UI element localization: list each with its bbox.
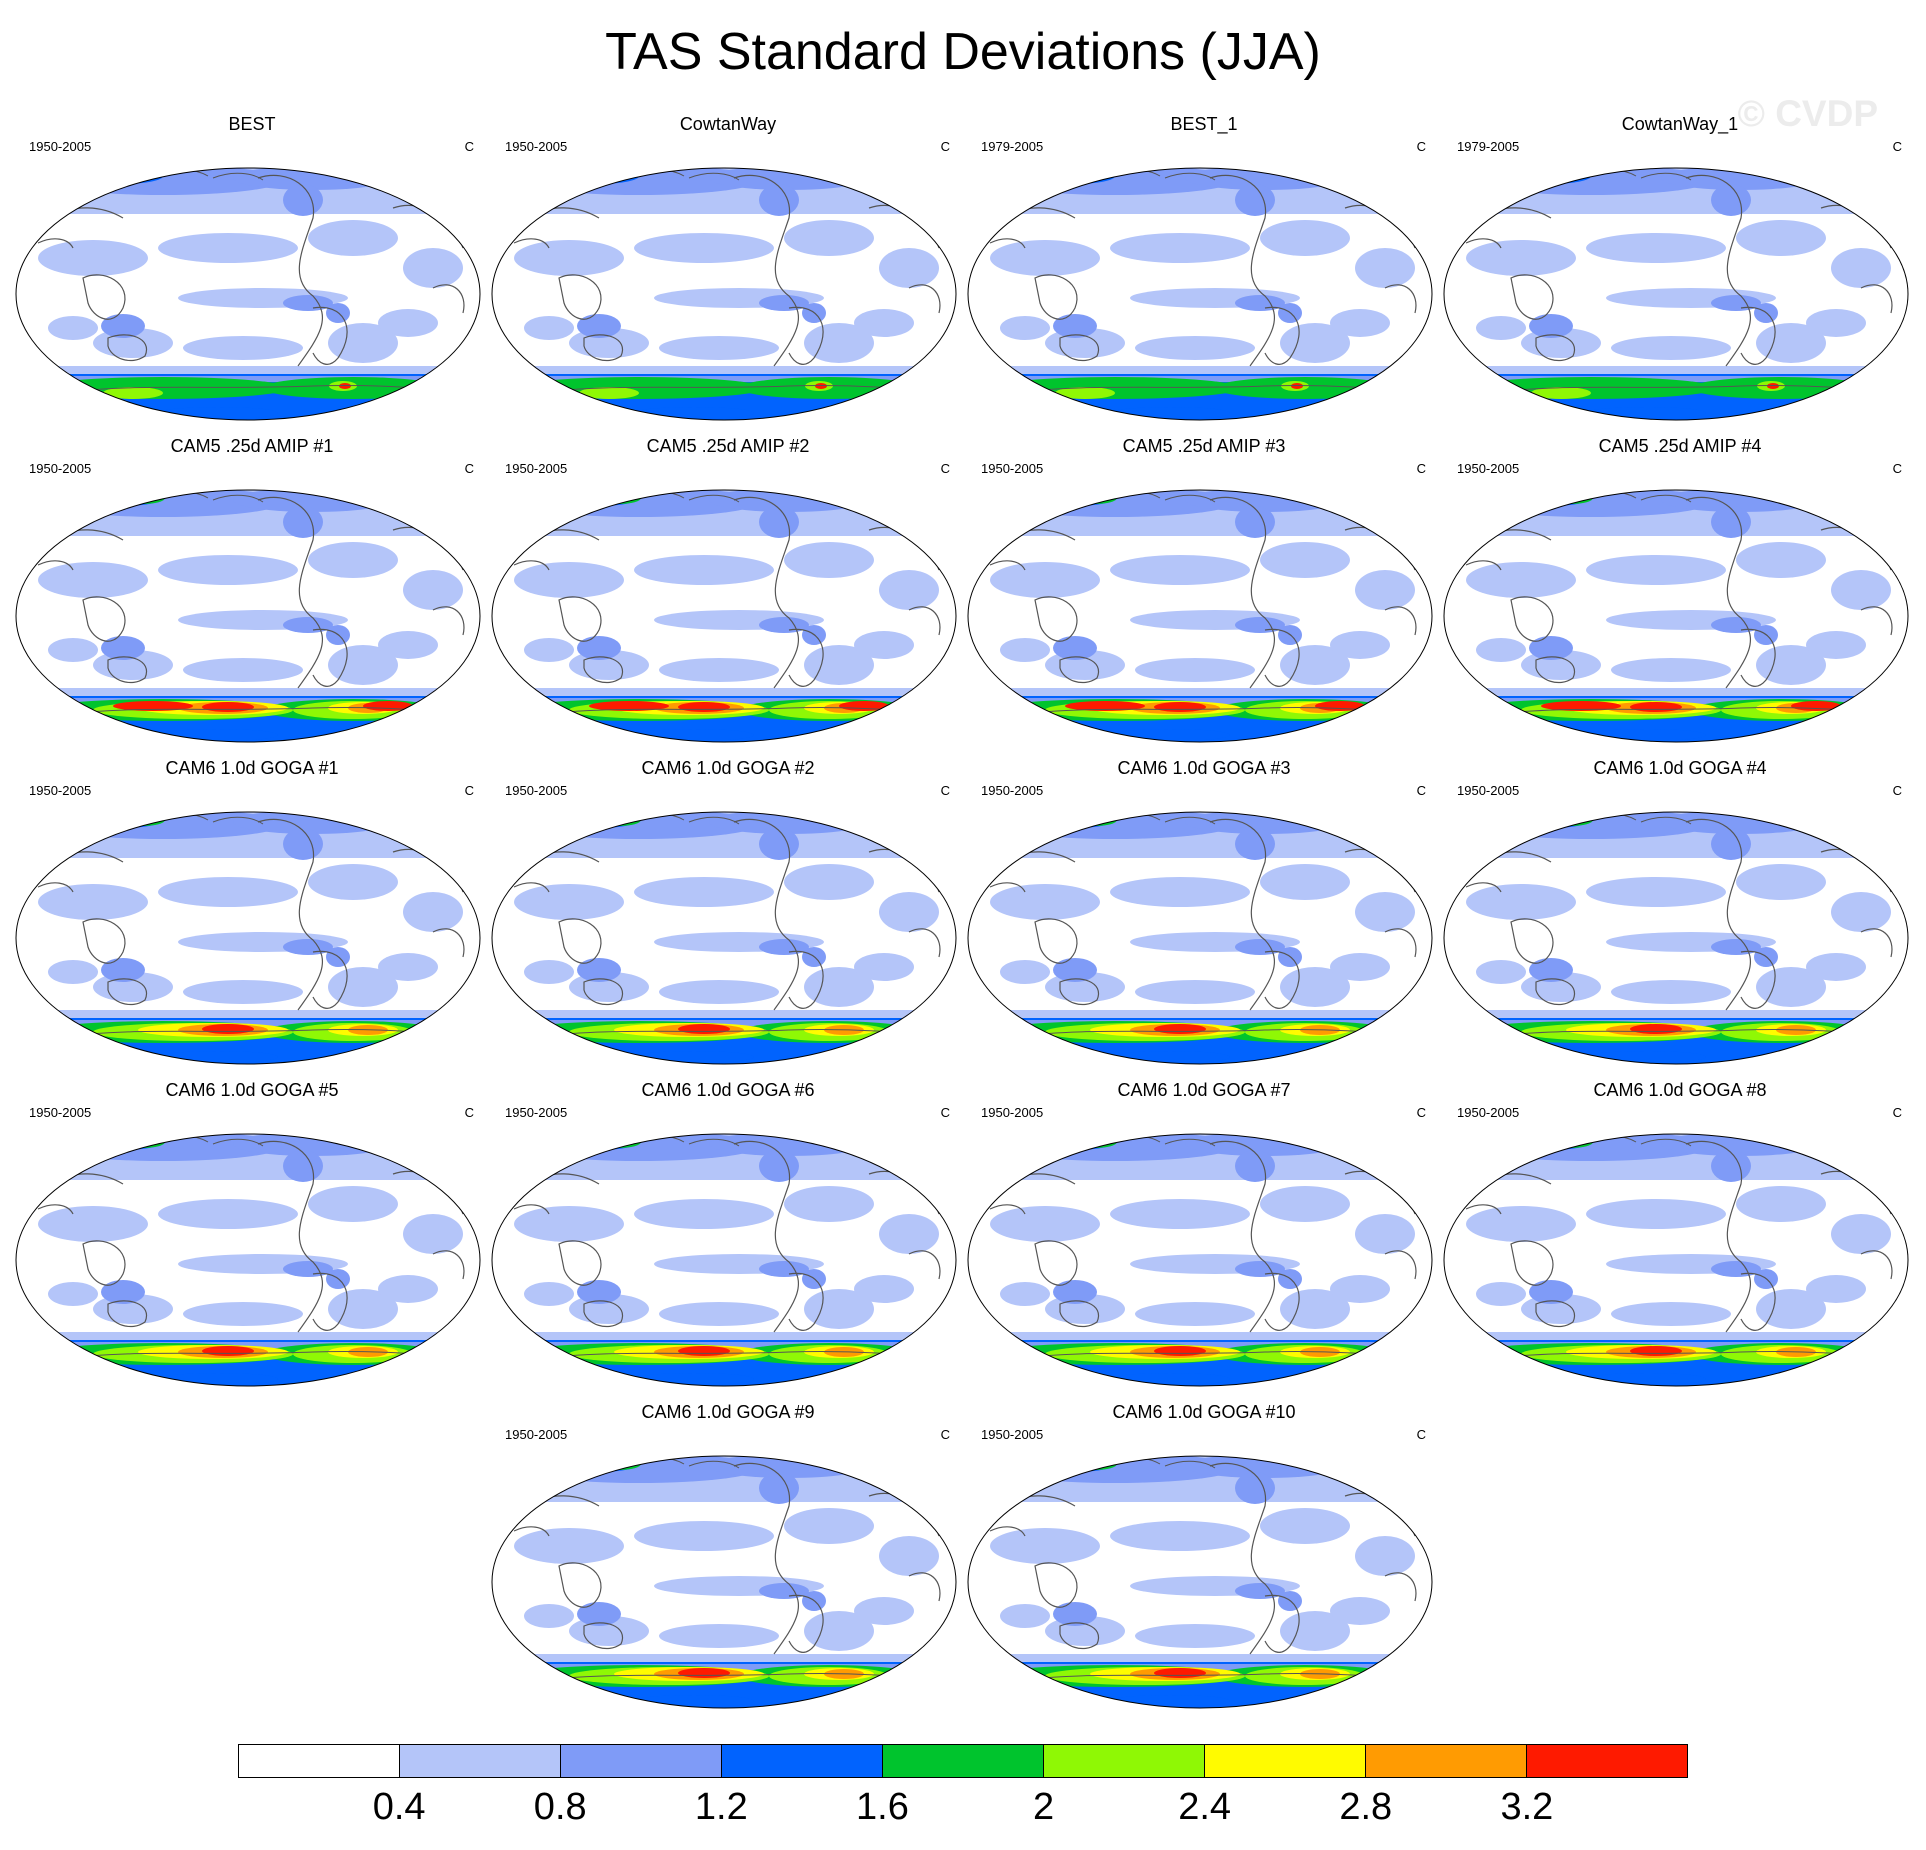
panel-title: CAM6 1.0d GOGA #4 [1593, 758, 1767, 778]
map-panel: CAM6 1.0d GOGA #2 1950-2005 C [489, 758, 967, 1074]
panel-period: 1950-2005 [981, 461, 1044, 476]
panel-units: C [464, 783, 474, 798]
colorbar [238, 1744, 1688, 1778]
panel-title: CAM6 1.0d GOGA #9 [641, 1402, 815, 1422]
map-panel: CAM5 .25d AMIP #3 1950-2005 C [965, 436, 1443, 752]
panel-units: C [940, 1427, 950, 1442]
panel-period: 1950-2005 [981, 1105, 1044, 1120]
cvdp-watermark: © CVDP [1737, 93, 1878, 134]
panel-units: C [940, 783, 950, 798]
panel-units: C [1892, 783, 1902, 798]
panel-period: 1950-2005 [981, 1427, 1044, 1442]
panel-units: C [1892, 461, 1902, 476]
panel-units: C [1892, 1105, 1902, 1120]
map-panel: CAM6 1.0d GOGA #5 1950-2005 C [13, 1080, 491, 1396]
map-panel: CAM5 .25d AMIP #1 1950-2005 C [13, 436, 491, 752]
colorbar-swatch [239, 1745, 400, 1777]
colorbar-swatch [400, 1745, 561, 1777]
panel-period: 1950-2005 [29, 1105, 92, 1120]
panel-period: 1950-2005 [505, 461, 568, 476]
panel-period: 1950-2005 [29, 461, 92, 476]
panel-title: CowtanWay_1 [1621, 114, 1739, 134]
map-panel: CowtanWay_1 1979-2005 C [1441, 114, 1919, 430]
panel-units: C [1416, 1427, 1426, 1442]
colorbar-labels: 0.4 0.8 1.2 1.6 2 2.4 2.8 3.2 [0, 1786, 1926, 1836]
map-panel: CAM5 .25d AMIP #2 1950-2005 C [489, 436, 967, 752]
panel-units: C [940, 139, 950, 154]
panel-title: CAM5 .25d AMIP #2 [646, 436, 810, 456]
panel-units: C [1416, 1105, 1426, 1120]
panel-title: CAM6 1.0d GOGA #2 [641, 758, 815, 778]
panel-units: C [1416, 461, 1426, 476]
panel-title: CAM5 .25d AMIP #3 [1122, 436, 1286, 456]
colorbar-tick-label: 1.2 [694, 1786, 748, 1828]
map-panel: CAM6 1.0d GOGA #7 1950-2005 C [965, 1080, 1443, 1396]
map-panel: CAM6 1.0d GOGA #6 1950-2005 C [489, 1080, 967, 1396]
panel-title: CAM5 .25d AMIP #1 [170, 436, 334, 456]
panel-units: C [1892, 139, 1902, 154]
panel-period: 1950-2005 [981, 783, 1044, 798]
panel-period: 1950-2005 [29, 783, 92, 798]
panel-units: C [1416, 139, 1426, 154]
panel-period: 1950-2005 [29, 139, 92, 154]
panel-period: 1950-2005 [505, 1427, 568, 1442]
panel-title: CAM6 1.0d GOGA #3 [1117, 758, 1291, 778]
panel-period: 1950-2005 [1457, 461, 1520, 476]
colorbar-tick-label: 1.6 [856, 1786, 909, 1828]
panel-period: 1950-2005 [505, 139, 568, 154]
map-panel: CowtanWay 1950-2005 C [489, 114, 967, 430]
map-panel: BEST 1950-2005 C [13, 114, 491, 430]
panel-title: CAM6 1.0d GOGA #10 [1112, 1402, 1296, 1422]
panel-period: 1950-2005 [1457, 1105, 1520, 1120]
colorbar-swatch [722, 1745, 883, 1777]
colorbar-tick-label: 2.4 [1178, 1786, 1232, 1828]
panel-title: BEST_1 [1170, 114, 1238, 134]
panel-title: CAM6 1.0d GOGA #5 [165, 1080, 339, 1100]
panel-units: C [1416, 783, 1426, 798]
colorbar-tick-label: 2.8 [1339, 1786, 1393, 1828]
map-panel: CAM6 1.0d GOGA #8 1950-2005 C [1441, 1080, 1919, 1396]
colorbar-swatch [883, 1745, 1044, 1777]
panel-period: 1979-2005 [981, 139, 1044, 154]
map-panel: CAM6 1.0d GOGA #3 1950-2005 C [965, 758, 1443, 1074]
colorbar-swatch [1205, 1745, 1366, 1777]
panel-title: CAM5 .25d AMIP #4 [1598, 436, 1762, 456]
panel-title: CAM6 1.0d GOGA #8 [1593, 1080, 1767, 1100]
colorbar-tick-label: 0.4 [372, 1786, 426, 1828]
panel-units: C [464, 139, 474, 154]
colorbar-swatch [561, 1745, 722, 1777]
colorbar-swatch [1044, 1745, 1205, 1777]
panel-units: C [940, 461, 950, 476]
colorbar-tick-label: 2 [1032, 1786, 1055, 1828]
map-panel: CAM6 1.0d GOGA #10 1950-2005 C [965, 1402, 1443, 1718]
map-panel: CAM6 1.0d GOGA #9 1950-2005 C [489, 1402, 967, 1718]
panel-title: CAM6 1.0d GOGA #6 [641, 1080, 815, 1100]
panel-period: 1950-2005 [505, 1105, 568, 1120]
colorbar-swatch [1527, 1745, 1687, 1777]
panel-units: C [940, 1105, 950, 1120]
map-panel: CAM6 1.0d GOGA #4 1950-2005 C [1441, 758, 1919, 1074]
panel-period: 1950-2005 [1457, 783, 1520, 798]
map-panel: CAM6 1.0d GOGA #1 1950-2005 C [13, 758, 491, 1074]
colorbar-swatch [1366, 1745, 1527, 1777]
colorbar-tick-label: 0.8 [533, 1786, 587, 1828]
panel-title: CAM6 1.0d GOGA #1 [165, 758, 339, 778]
panel-units: C [464, 461, 474, 476]
panel-title: BEST [228, 114, 276, 134]
panel-period: 1979-2005 [1457, 139, 1520, 154]
panel-title: CAM6 1.0d GOGA #7 [1117, 1080, 1291, 1100]
panel-units: C [464, 1105, 474, 1120]
figure-title: TAS Standard Deviations (JJA) [605, 23, 1321, 81]
map-panel: CAM5 .25d AMIP #4 1950-2005 C [1441, 436, 1919, 752]
panel-period: 1950-2005 [505, 783, 568, 798]
map-panel: BEST_1 1979-2005 C [965, 114, 1443, 430]
panel-title: CowtanWay [679, 114, 777, 134]
colorbar-tick-label: 3.2 [1500, 1786, 1554, 1828]
